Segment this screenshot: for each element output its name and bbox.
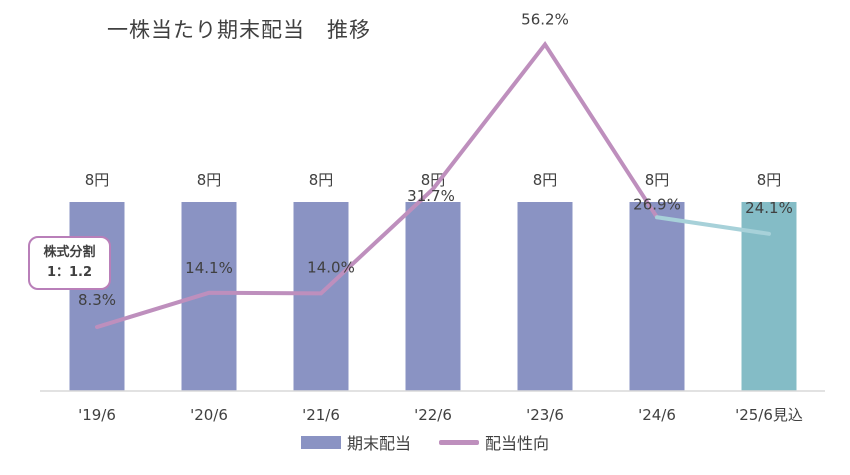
x-tick-label-6: '25/6見込 xyxy=(735,406,803,424)
payout-ratio-forecast-line xyxy=(655,215,771,236)
x-tick-label-4: '23/6 xyxy=(526,406,564,424)
stock-split-label: 株式分割 xyxy=(43,245,96,260)
bar-1 xyxy=(181,202,237,391)
line-label-3: 31.7% xyxy=(407,187,455,205)
bar-label-4: 8円 xyxy=(533,171,558,189)
legend-line-swatch xyxy=(439,439,479,445)
bar-label-2: 8円 xyxy=(309,171,334,189)
bar-5 xyxy=(629,202,685,391)
x-tick-label-0: '19/6 xyxy=(78,406,116,424)
line-label-1: 14.1% xyxy=(185,259,233,277)
x-tick-label-2: '21/6 xyxy=(302,406,340,424)
bar-label-0: 8円 xyxy=(85,171,110,189)
line-label-4: 56.2% xyxy=(521,10,569,28)
bar-label-6: 8円 xyxy=(757,171,782,189)
x-tick-label-5: '24/6 xyxy=(638,406,676,424)
line-label-0: 8.3% xyxy=(78,291,116,309)
chart-title: 一株当たり期末配当 推移 xyxy=(107,18,371,42)
legend-item-line: 配当性向 xyxy=(439,430,549,454)
bar-2 xyxy=(293,202,349,391)
legend-bar-swatch xyxy=(300,435,341,449)
bar-4 xyxy=(517,202,573,391)
stock-split-ratio: 1：1.2 xyxy=(46,265,93,280)
bar-0 xyxy=(69,202,125,391)
bar-label-3: 8円 xyxy=(421,171,446,189)
bar-label-5: 8円 xyxy=(645,171,670,189)
legend-line-label: 配当性向 xyxy=(485,434,550,453)
line-label-5: 26.9% xyxy=(633,195,681,213)
stock-split-callout: 株式分割 1：1.2 xyxy=(28,236,111,290)
bar-label-1: 8円 xyxy=(197,171,222,189)
payout-ratio-line xyxy=(95,40,659,330)
line-label-6: 24.1% xyxy=(745,199,793,217)
legend: 期末配当 配当性向 xyxy=(0,430,850,454)
x-tick-label-3: '22/6 xyxy=(414,406,452,424)
x-tick-label-1: '20/6 xyxy=(190,406,228,424)
bar-3 xyxy=(405,202,461,391)
legend-bar-label: 期末配当 xyxy=(346,434,411,453)
line-label-2: 14.0% xyxy=(307,258,355,276)
legend-item-bar: 期末配当 xyxy=(300,430,411,454)
